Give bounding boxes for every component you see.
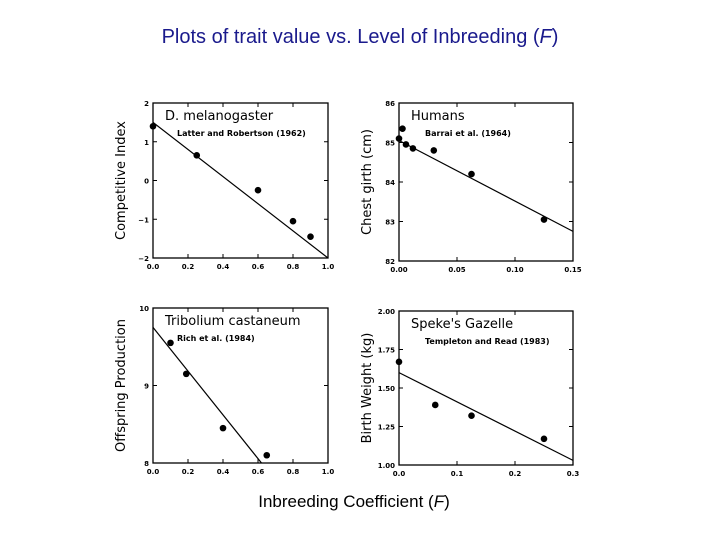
panel-4: 0.0 0.1 0.2 0.3 1.00 1.25 1.50 1.75 2.00 Speke's … (360, 308, 579, 478)
data-point (167, 339, 174, 347)
y-tick-label: 1.00 (378, 462, 395, 470)
data-point (182, 370, 190, 378)
y-tick-label: 10 (139, 305, 149, 313)
x-axis-shared-label-text: Inbreeding Coefficient ( (258, 492, 434, 511)
x-tick-label: 1.0 (322, 468, 335, 476)
data-point (431, 401, 439, 409)
x-tick-label: 0.4 (217, 468, 230, 476)
data-point (409, 145, 417, 152)
data-point (540, 216, 548, 223)
data-point (395, 135, 403, 142)
y-tick-label: 84 (385, 179, 395, 187)
data-point (254, 186, 262, 194)
trend-line (152, 121, 329, 259)
y-axis-label: Competitive Index (114, 121, 129, 240)
x-tick-label: 0.0 (393, 470, 406, 478)
trend-line (398, 372, 574, 461)
x-tick-label: 0.2 (182, 468, 195, 476)
slide-title-text: Plots of trait value vs. Level of Inbree… (161, 26, 540, 48)
y-tick-label: 1.50 (378, 385, 395, 393)
x-tick-label: 0.4 (217, 263, 230, 271)
y-tick-label: 86 (385, 100, 395, 108)
y-axis-label: Chest girth (cm) (360, 129, 375, 235)
y-tick-label: −1 (138, 216, 149, 224)
plot-frame (152, 307, 329, 464)
y-tick-label: 8 (144, 460, 149, 468)
y-axis-label: Offspring Production (114, 319, 129, 452)
data-point (289, 217, 297, 225)
panel-title: Tribolium castaneum (164, 314, 301, 329)
x-tick-label: 1.0 (322, 263, 335, 271)
data-point (193, 152, 201, 159)
y-tick-label: −2 (138, 255, 149, 263)
data-point (468, 412, 475, 420)
x-tick-label: 0.8 (287, 468, 300, 476)
data-point (402, 141, 410, 148)
data-point (468, 170, 475, 178)
y-tick-label: 9 (144, 383, 149, 391)
data-point (307, 233, 314, 240)
panel-citation: Templeton and Read (1983) (425, 337, 550, 346)
x-tick-label: 0.0 (147, 263, 160, 271)
x-tick-label: 0.2 (182, 263, 195, 271)
x-axis-shared-label-end: ) (444, 492, 450, 511)
panel-3: 0.0 0.2 0.4 0.6 0.8 1.0 8 9 10 Tribolium castaneu… (114, 305, 334, 476)
panel-2: 0.00 0.05 0.10 0.15 82 83 84 85 86 Humans Barrai e… (360, 100, 582, 274)
data-point (399, 125, 406, 132)
y-tick-label: 2.00 (378, 308, 395, 316)
x-tick-label: 0.6 (252, 468, 265, 476)
x-tick-label: 0.1 (451, 470, 464, 478)
x-tick-label: 0.00 (390, 266, 407, 274)
y-axis-label: Birth Weight (kg) (360, 333, 375, 444)
plot-frame (398, 310, 574, 466)
panel-1: 0.0 0.2 0.4 0.6 0.8 1.0 −2 −1 0 1 2 D. melanogaster… (114, 100, 334, 271)
x-tick-label: 0.10 (506, 266, 523, 274)
slide-title-f: F (539, 26, 552, 48)
x-tick-label: 0.15 (564, 266, 581, 274)
data-point (430, 147, 438, 154)
y-tick-label: 1.25 (378, 424, 395, 432)
x-tick-label: 0.3 (567, 470, 580, 478)
data-point (395, 358, 403, 366)
x-axis-shared-label: Inbreeding Coefficient (F) (0, 492, 708, 512)
trend-line (152, 327, 262, 464)
data-point (149, 122, 157, 130)
data-point (219, 424, 227, 432)
panel-citation: Barrai et al. (1964) (425, 129, 511, 138)
y-tick-label: 2 (144, 100, 149, 108)
x-axis-shared-label-f: F (433, 492, 445, 511)
data-point (263, 451, 271, 459)
plot-frame (398, 102, 574, 262)
slide-title: Plots of trait value vs. Level of Inbree… (0, 26, 720, 49)
x-tick-label: 0.6 (252, 263, 265, 271)
y-tick-label: 85 (385, 140, 395, 148)
slide-title-end: ) (551, 26, 559, 48)
y-tick-label: 82 (385, 258, 395, 266)
data-point (540, 435, 548, 443)
panel-title: Speke's Gazelle (411, 317, 513, 332)
panel-citation: Latter and Robertson (1962) (177, 129, 306, 138)
trend-line (398, 139, 574, 232)
x-tick-label: 0.8 (287, 263, 300, 271)
plot-frame (152, 102, 329, 259)
y-tick-label: 1.75 (378, 347, 395, 355)
panel-citation: Rich et al. (1984) (177, 334, 255, 343)
x-tick-label: 0.0 (147, 468, 160, 476)
panel-title: Humans (411, 109, 465, 124)
y-tick-label: 1 (144, 139, 149, 147)
x-tick-label: 0.2 (509, 470, 522, 478)
y-tick-label: 83 (385, 219, 395, 227)
panel-title: D. melanogaster (165, 109, 274, 124)
x-tick-label: 0.05 (448, 266, 465, 274)
y-tick-label: 0 (144, 178, 149, 186)
